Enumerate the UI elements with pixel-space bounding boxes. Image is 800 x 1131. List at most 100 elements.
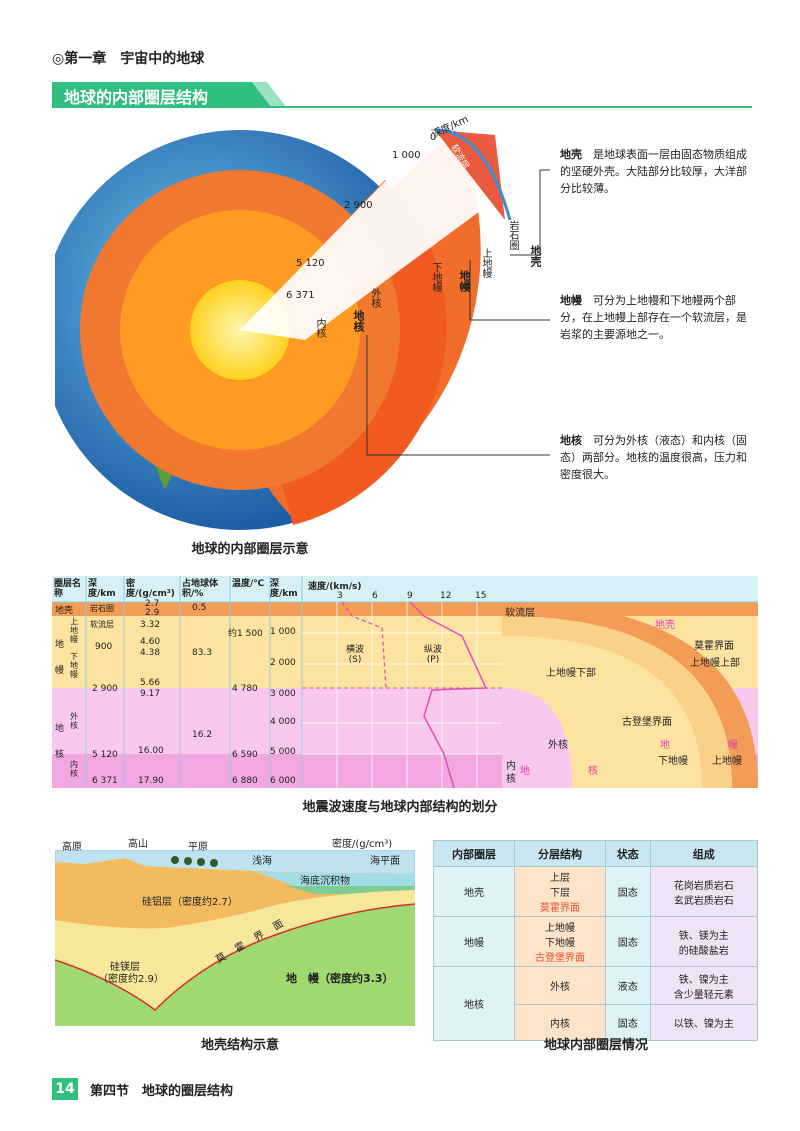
- seismic-layer-lower: 下地幔: [70, 652, 78, 679]
- table-cell-line: 含少量轻元素: [673, 989, 734, 1001]
- table-state: 固态: [604, 866, 651, 917]
- crust-sea-level: 海平面: [370, 856, 400, 867]
- table-header: 分层结构: [514, 840, 606, 867]
- table-comp: 花岗岩质岩石 玄武岩质岩石: [649, 866, 759, 917]
- val-temp: 4 780: [232, 684, 258, 694]
- crust-sima-b: （密度约2.9）: [98, 974, 164, 985]
- globe-figure: [55, 128, 550, 530]
- seismic-r-soft: 软流层: [505, 608, 535, 619]
- val-900: 900: [95, 642, 113, 652]
- s-wave-line: [341, 601, 387, 689]
- globe-label-mantle: 地幔: [458, 270, 471, 292]
- val-dens: 2.9: [145, 608, 160, 618]
- table-comp: 以铁、镍为主: [649, 1004, 759, 1041]
- crust-sediment: 海底沉积物: [300, 876, 350, 887]
- chapter-title: ◎第一章 宇宙中的地球: [52, 51, 205, 67]
- section-title: 地球的内部圈层结构: [64, 88, 209, 107]
- footer-section: 第四节 地球的圈层结构: [90, 1084, 234, 1099]
- depth-tick: 6 000: [270, 776, 296, 786]
- note-core: 地核 可分为外核（液态）和内核（固态）两部分。地核的温度很高，压力和密度很大。: [560, 432, 755, 483]
- seismic-layer-outer: 外核: [70, 712, 78, 730]
- val-6371: 6 371: [92, 776, 118, 786]
- val-vol: 0.5: [192, 603, 207, 613]
- globe-depth-6371: 6 371: [286, 290, 315, 301]
- val-temp: 约1 500: [228, 629, 263, 639]
- seismic-layer-upper: 上地幔: [70, 617, 78, 644]
- seismic-caption: 地震波速度与地球内部结构的划分: [302, 800, 498, 815]
- seismic-r-core-a: 地: [520, 766, 530, 777]
- table-header: 组成: [649, 840, 759, 867]
- table-boundary: 莫霍界面: [539, 903, 580, 914]
- page-number: 14: [52, 1078, 78, 1100]
- crust-landform: 高原: [62, 842, 82, 853]
- globe-depth-2900: 2 900: [344, 200, 373, 211]
- note-term: 地核: [560, 434, 582, 447]
- seismic-r-inner: 内核: [506, 761, 516, 785]
- globe-label-crust: 地壳: [529, 245, 542, 267]
- layer-info-table: 内部圈层 分层结构 状态 组成 地壳 上层 下层 莫霍界面 固态 花岗岩质岩石 玄武岩…: [433, 840, 759, 1041]
- table-structure: 上层 下层 莫霍界面: [514, 866, 606, 917]
- p-wave-line: [409, 601, 488, 788]
- seismic-layer-inner: 内核: [70, 760, 78, 778]
- table-structure: 外核: [514, 966, 606, 1005]
- seismic-h-temp: 温度/℃: [232, 579, 265, 589]
- table-layer: 地壳: [433, 866, 515, 917]
- seismic-figure: [52, 576, 758, 788]
- note-crust: 地壳 是地球表面一层由固态物质组成的坚硬外壳。大陆部分比较厚，大洋部分比较薄。: [560, 146, 755, 197]
- speed-tick: 9: [407, 591, 413, 601]
- table-boundary: 古登堡界面: [534, 953, 585, 964]
- globe-depth-5120: 5 120: [296, 258, 325, 269]
- note-mantle: 地幔 可分为上地幔和下地幔两个部分，在上地幔上部存在一个软流层，是岩浆的主要源地…: [560, 292, 755, 343]
- crust-figure: [55, 850, 415, 1026]
- globe-label-lower: 下地幔: [430, 262, 441, 292]
- val-dens: 4.60: [140, 637, 161, 647]
- table-cell-line: 上地幔: [544, 923, 575, 934]
- crust-landform: 浅海: [252, 856, 272, 867]
- table-caption: 地球内部圈层情况: [543, 1038, 648, 1053]
- val-temp: 6 880: [232, 776, 258, 786]
- val-soft: 软流层: [90, 620, 114, 629]
- speed-tick: 15: [475, 591, 487, 601]
- seismic-h-layer: 圈层名称: [54, 579, 82, 599]
- seismic-r-lower: 下地幔: [658, 756, 688, 767]
- seismic-layer-core: 地核: [55, 724, 65, 760]
- speed-tick: 6: [372, 591, 378, 601]
- seismic-r-upper: 上地幔: [712, 756, 742, 767]
- depth-tick: 2 000: [270, 658, 296, 668]
- note-text: 可分为上地幔和下地幔两个部分，在上地幔上部存在一个软流层，是岩浆的主要源地之一。: [560, 294, 747, 341]
- globe-label-outer: 外核: [369, 288, 380, 308]
- table-state: 固态: [604, 916, 651, 967]
- seismic-layer-crust: 地壳: [55, 606, 74, 616]
- note-text: 是地球表面一层由固态物质组成的坚硬外壳。大陆部分比较厚，大洋部分比较薄。: [560, 148, 747, 195]
- speed-tick: 12: [440, 591, 452, 601]
- val-vol: 83.3: [192, 648, 213, 658]
- val-dens: 16.00: [138, 746, 164, 756]
- table-comp: 铁、镍为主含少量轻元素: [649, 966, 759, 1005]
- val-dens: 2.7: [145, 599, 160, 609]
- globe-label-litho: 岩石圈: [507, 220, 518, 250]
- seismic-h-speed: 速度/(km/s): [308, 582, 362, 592]
- crust-mantle: 地 幔（密度约3.3）: [286, 972, 394, 985]
- globe-depth-1000: 1 000: [392, 150, 421, 161]
- table-cell-line: 上层: [549, 873, 570, 884]
- seismic-r-upper-bottom: 上地幔下部: [546, 668, 596, 679]
- crust-landform: 高山: [128, 839, 148, 850]
- table-cell-line: 下地幔: [544, 938, 575, 949]
- table-header: 内部圈层: [433, 840, 515, 867]
- table-cell-line: 铁、镁为主: [678, 930, 729, 942]
- seismic-h-density: 密度/(g/cm³): [126, 579, 175, 599]
- val-temp: 6 590: [232, 750, 258, 760]
- globe-label-core: 地核: [352, 310, 365, 332]
- val-vol: 16.2: [192, 730, 213, 740]
- crust-caption: 地壳结构示意: [200, 1038, 279, 1053]
- seismic-h-volume: 占地球体积/%: [182, 579, 219, 599]
- seismic-r-core-b: 核: [588, 766, 598, 777]
- table-cell-line: 下层: [549, 888, 570, 899]
- table-structure: 内核: [514, 1004, 606, 1041]
- table-cell-line: 的硅酸盐岩: [678, 945, 729, 957]
- seismic-r-mantle-b: 幔: [728, 740, 738, 751]
- table-cell-line: 铁、镍为主: [678, 974, 729, 986]
- seismic-r-upper-top: 上地幔上部: [690, 658, 740, 669]
- table-layer: 地幔: [433, 916, 515, 967]
- val-dens: 4.38: [140, 648, 161, 658]
